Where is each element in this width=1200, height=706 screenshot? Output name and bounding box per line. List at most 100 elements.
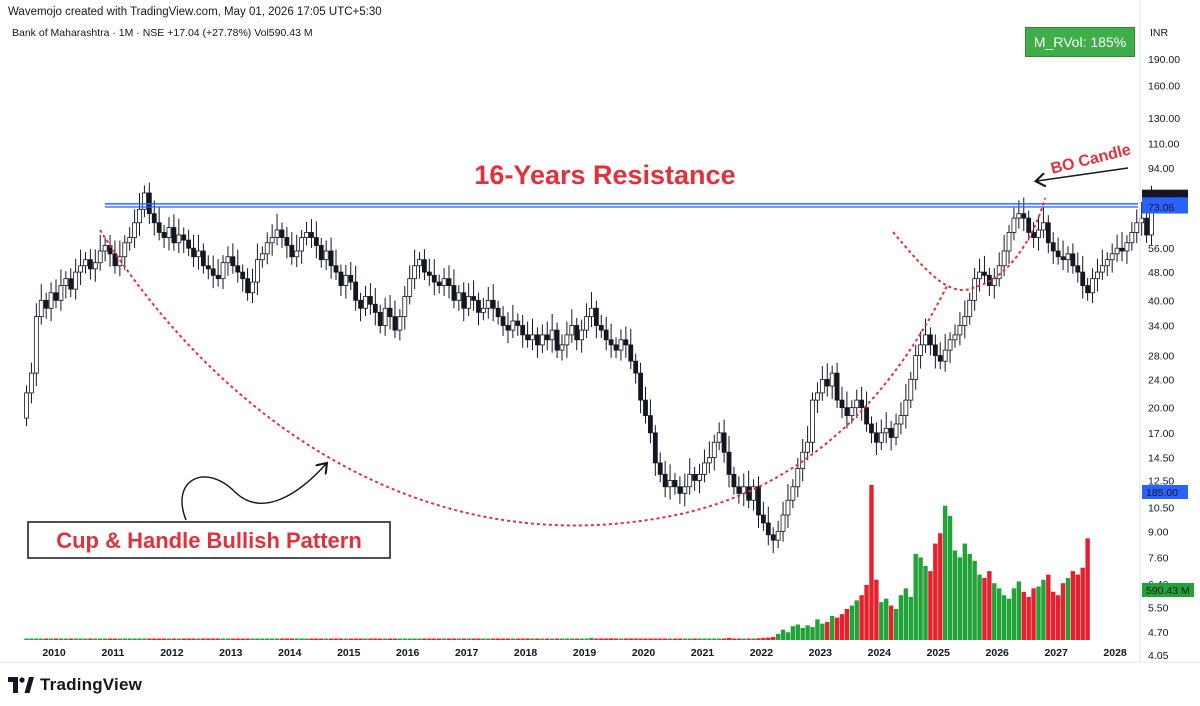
candle-body: [751, 486, 756, 501]
year-tick-label: 2023: [809, 647, 833, 659]
volume-bar: [535, 638, 540, 640]
candle: [205, 255, 211, 280]
volume-bar: [368, 638, 373, 640]
candle: [358, 292, 363, 322]
candle: [859, 386, 865, 421]
price-label-badge[interactable]: [1142, 200, 1188, 214]
price-axis[interactable]: 190.00 160.00 130.00 110.00 94.00 56.00 48.00 4…: [1139, 0, 1194, 662]
volume-bar: [181, 638, 186, 640]
axis-value-badge[interactable]: [1142, 583, 1194, 597]
price-tick-label: 12.50: [1148, 475, 1174, 487]
candle-body: [279, 229, 285, 238]
candle-body: [377, 311, 383, 326]
candle-body: [1129, 232, 1135, 244]
candle: [893, 413, 899, 446]
year-tick-label: 2018: [514, 647, 538, 659]
candle-body: [1144, 217, 1149, 236]
candle-body: [677, 486, 683, 494]
candle: [1006, 224, 1012, 264]
volume-bar: [269, 638, 275, 640]
volume-bar: [800, 627, 805, 640]
axis-value-badge[interactable]: [1142, 485, 1188, 499]
candle-body: [554, 329, 560, 351]
candle: [525, 321, 530, 348]
year-tick-label: 2020: [632, 647, 656, 659]
volume-bar: [1021, 591, 1026, 640]
candle-body: [313, 237, 319, 246]
candle: [461, 282, 467, 322]
candle: [299, 229, 305, 264]
candle-body: [38, 299, 44, 318]
volume-bar: [653, 638, 658, 640]
volume-bar: [299, 638, 304, 640]
volume-bar: [1001, 595, 1007, 640]
bo-candle-arrow[interactable]: [1037, 167, 1129, 181]
volume-bar: [707, 638, 712, 640]
candle-body: [682, 486, 688, 494]
tradingview-logo[interactable]: TradingView: [8, 673, 142, 697]
candle: [309, 219, 314, 248]
candle: [574, 317, 580, 351]
volume-bar: [471, 638, 476, 640]
candle: [151, 200, 157, 236]
candle-body: [869, 423, 874, 434]
candle-body: [652, 432, 658, 464]
candle: [156, 206, 162, 241]
candle-body: [608, 339, 614, 346]
rvol-indicator-badge[interactable]: M_RVol: 185%: [1025, 27, 1135, 57]
candle: [711, 434, 717, 471]
pattern-annotation[interactable]: Cup & Handle Bullish Pattern: [56, 528, 362, 553]
volume-bar: [815, 619, 820, 640]
candle: [692, 466, 698, 491]
candle-body: [33, 316, 39, 374]
candle-body: [63, 278, 69, 286]
volume-bar: [859, 595, 864, 640]
volume-bar: [864, 584, 869, 640]
candle-body: [780, 514, 786, 532]
candle: [38, 284, 44, 325]
volume-bar: [687, 638, 692, 640]
candle-body: [176, 234, 182, 244]
candle: [869, 416, 874, 444]
candle-body: [348, 274, 354, 283]
candle: [132, 209, 138, 248]
year-tick-label: 2026: [986, 647, 1010, 659]
volume-bar: [68, 638, 73, 640]
candle: [682, 473, 688, 507]
handle-curve[interactable]: [892, 197, 1046, 292]
resistance-annotation[interactable]: 16-Years Resistance: [474, 160, 735, 190]
price-tick-label: 40.00: [1148, 295, 1174, 307]
candle-body: [426, 271, 432, 276]
candle: [1060, 240, 1066, 271]
time-axis[interactable]: 2010 2011 2012 2013 2014 2015 2016 2017 2018 2019…: [0, 647, 1200, 663]
pattern-arrow[interactable]: [181, 464, 326, 521]
candle-body: [343, 274, 349, 286]
candle-body: [942, 349, 948, 362]
bo-candle-annotation[interactable]: BO Candle: [1049, 141, 1133, 177]
volume-bar: [510, 638, 516, 640]
pattern-label-box[interactable]: [27, 521, 391, 559]
price-tick-label: 7.60: [1148, 553, 1169, 565]
volume-bar: [260, 638, 265, 640]
volume-bar: [736, 638, 742, 640]
volume-bar: [982, 578, 987, 640]
candle-body: [181, 234, 187, 241]
volume-bar: [491, 638, 496, 640]
candle: [107, 234, 113, 267]
candle: [33, 303, 39, 387]
candle-body: [480, 307, 486, 313]
tradingview-logo-text: TradingView: [40, 675, 143, 694]
candle: [1080, 255, 1086, 299]
price-label-text: 73.06: [1148, 202, 1174, 214]
symbol-info[interactable]: Bank of Maharashtra · 1M · NSE +17.04 (+…: [12, 27, 313, 39]
candle: [1095, 258, 1100, 292]
volume-bar: [304, 638, 309, 640]
candle-body: [908, 379, 914, 401]
candle: [490, 284, 496, 322]
candle-body: [672, 480, 678, 488]
candle: [471, 280, 476, 311]
price-tick-label: 9.00: [1148, 526, 1169, 538]
volume-bar: [569, 638, 575, 640]
cup-curve[interactable]: [99, 229, 949, 527]
